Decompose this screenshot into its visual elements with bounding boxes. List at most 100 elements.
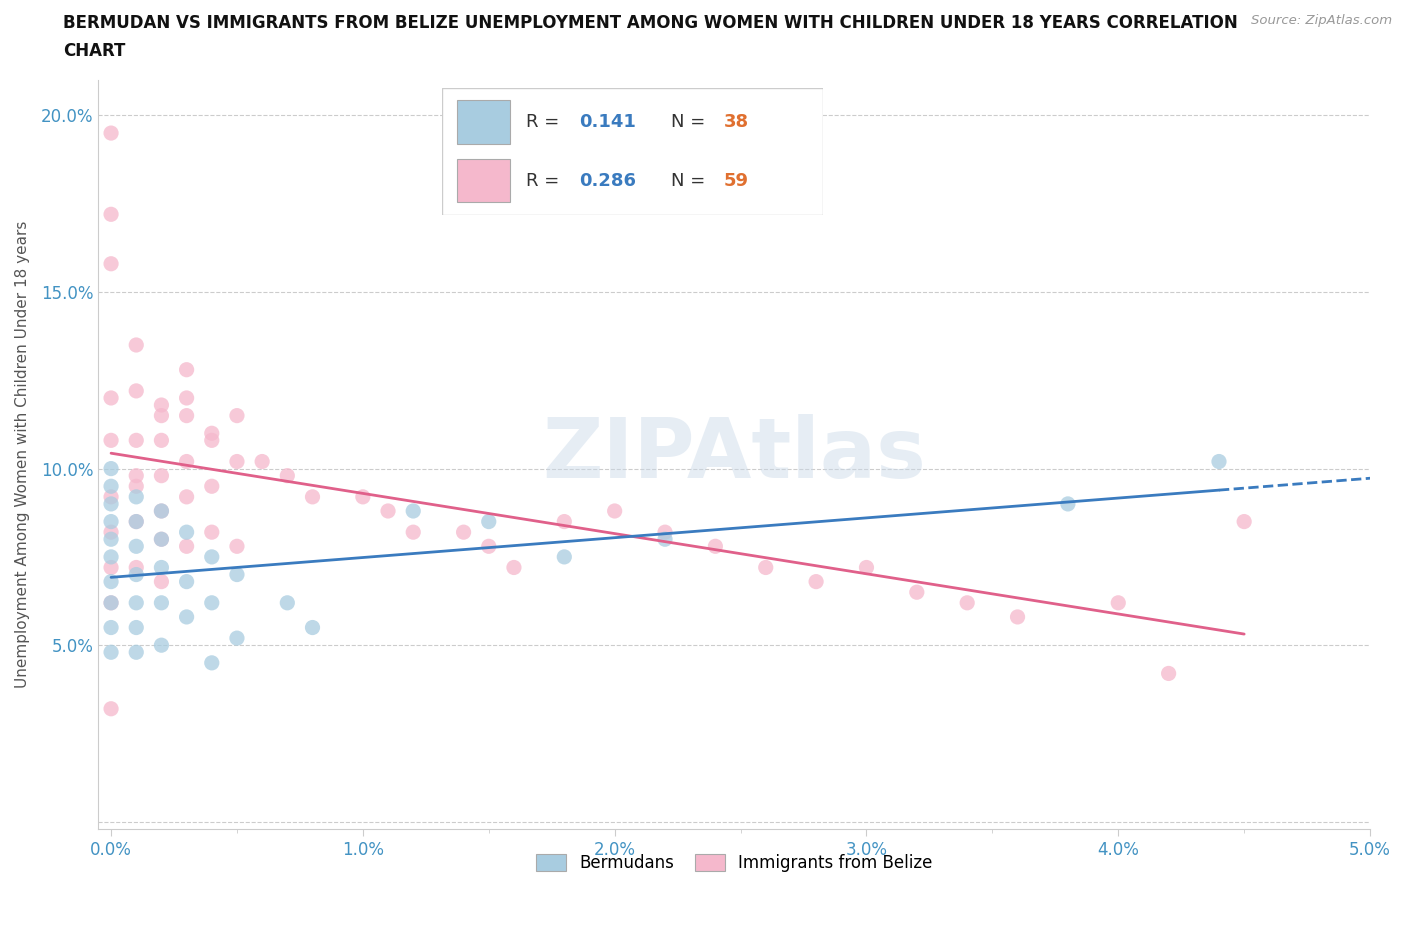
Point (453, 525, 475, 539)
Point (704, 538, 727, 553)
Point (226, 631, 249, 645)
Text: CHART: CHART (63, 42, 125, 60)
Point (100, 595, 122, 610)
Point (100, 126, 122, 140)
Point (150, 432, 173, 447)
Point (125, 620, 148, 635)
Point (478, 514, 501, 529)
Point (226, 538, 249, 553)
Point (125, 432, 148, 447)
Point (855, 560, 877, 575)
Point (125, 538, 148, 553)
Point (125, 567, 148, 582)
Point (377, 503, 399, 518)
Point (176, 391, 198, 405)
Point (1007, 609, 1029, 624)
Point (1233, 514, 1256, 529)
Point (176, 489, 198, 504)
Point (100, 550, 122, 565)
Point (201, 595, 224, 610)
Point (478, 538, 501, 553)
Point (150, 532, 173, 547)
Point (755, 560, 778, 575)
Point (176, 574, 198, 589)
Point (176, 525, 198, 539)
Point (100, 489, 122, 504)
Point (1208, 454, 1230, 469)
Point (201, 426, 224, 441)
Point (100, 461, 122, 476)
Point (176, 609, 198, 624)
Point (654, 532, 676, 547)
Point (250, 454, 273, 469)
Point (201, 656, 224, 671)
Y-axis label: Unemployment Among Women with Children Under 18 years: Unemployment Among Women with Children U… (15, 220, 30, 688)
Point (1057, 497, 1080, 512)
Point (654, 525, 676, 539)
Point (503, 560, 526, 575)
Point (150, 560, 173, 575)
Point (301, 489, 323, 504)
Point (804, 574, 827, 589)
Point (150, 468, 173, 483)
Point (100, 574, 122, 589)
Point (100, 206, 122, 221)
Text: Source: ZipAtlas.com: Source: ZipAtlas.com (1251, 14, 1392, 27)
Point (125, 644, 148, 659)
Point (402, 525, 425, 539)
Point (100, 595, 122, 610)
Point (125, 514, 148, 529)
Point (226, 454, 249, 469)
Point (226, 567, 249, 582)
Point (176, 363, 198, 378)
Point (226, 408, 249, 423)
Point (125, 479, 148, 494)
Point (150, 503, 173, 518)
Point (201, 432, 224, 447)
Point (553, 550, 575, 565)
Point (125, 383, 148, 398)
Point (100, 560, 122, 575)
Point (125, 489, 148, 504)
Point (905, 585, 928, 600)
Point (100, 479, 122, 494)
Point (402, 503, 425, 518)
Point (352, 489, 374, 504)
Point (100, 497, 122, 512)
Point (100, 644, 122, 659)
Point (100, 391, 122, 405)
Point (150, 595, 173, 610)
Point (100, 525, 122, 539)
Point (276, 595, 298, 610)
Point (956, 595, 979, 610)
Point (150, 574, 173, 589)
Point (201, 550, 224, 565)
Point (176, 408, 198, 423)
Text: BERMUDAN VS IMMIGRANTS FROM BELIZE UNEMPLOYMENT AMONG WOMEN WITH CHILDREN UNDER : BERMUDAN VS IMMIGRANTS FROM BELIZE UNEMP… (63, 14, 1239, 32)
Point (276, 468, 298, 483)
Point (100, 701, 122, 716)
Point (125, 338, 148, 352)
Point (125, 468, 148, 483)
Point (125, 560, 148, 575)
Point (301, 620, 323, 635)
Point (201, 525, 224, 539)
Point (125, 514, 148, 529)
Point (100, 257, 122, 272)
Point (100, 620, 122, 635)
Point (150, 638, 173, 653)
Point (100, 532, 122, 547)
Text: ZIPAtlas: ZIPAtlas (543, 414, 927, 495)
Point (201, 479, 224, 494)
Point (553, 514, 575, 529)
Point (150, 398, 173, 413)
Point (150, 503, 173, 518)
Legend: Bermudans, Immigrants from Belize: Bermudans, Immigrants from Belize (529, 845, 941, 881)
Point (150, 532, 173, 547)
Point (1107, 595, 1129, 610)
Point (100, 432, 122, 447)
Point (603, 503, 626, 518)
Point (176, 454, 198, 469)
Point (1157, 666, 1180, 681)
Point (125, 595, 148, 610)
